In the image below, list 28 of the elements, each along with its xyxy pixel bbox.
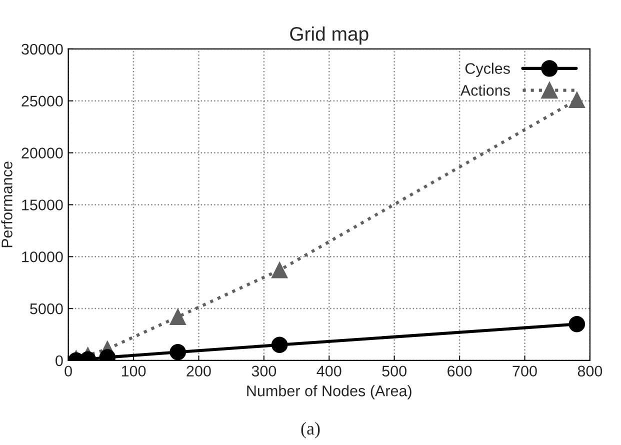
- legend-label: Cycles: [465, 62, 510, 77]
- y-tick-label: 30000: [22, 44, 63, 55]
- point: [568, 92, 586, 108]
- x-tick-label: 0: [64, 366, 72, 377]
- point: [170, 344, 186, 360]
- point: [271, 262, 288, 278]
- x-tick-label: 600: [448, 366, 472, 377]
- y-tick-label: 25000: [22, 96, 63, 107]
- point: [568, 316, 586, 332]
- x-tick-label: 100: [122, 366, 146, 377]
- x-tick-label: 500: [382, 366, 406, 377]
- point: [271, 336, 288, 354]
- y-tick-label: 0: [56, 355, 63, 366]
- x-tick-label: 200: [186, 366, 211, 377]
- y-tick-label: 5000: [30, 303, 63, 314]
- point: [170, 308, 186, 325]
- y-tick-label: 10000: [22, 251, 63, 262]
- x-tick-label: 400: [316, 366, 342, 377]
- y-tick-label: 15000: [22, 200, 63, 210]
- legend-label: Actions: [460, 84, 510, 96]
- y-tick-label: 20000: [22, 148, 63, 158]
- x-tick-label: 300: [252, 366, 276, 377]
- x-tick-label: 800: [578, 366, 602, 377]
- x-axis-title: Number of Nodes (Area): [247, 385, 412, 400]
- text: (a): [301, 422, 320, 438]
- y-axis-title: Performance: [1, 162, 12, 248]
- x-tick-label: 700: [512, 366, 537, 377]
- chart-title: Grid map: [290, 26, 368, 45]
